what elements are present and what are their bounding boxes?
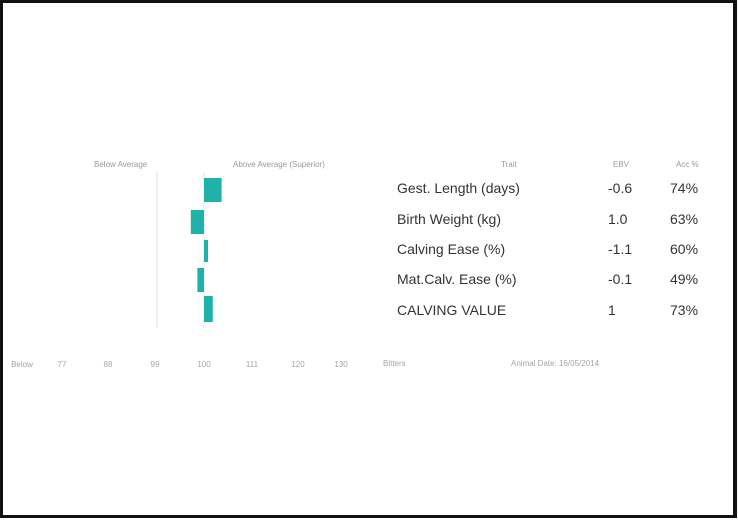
ebv-value: -0.1 [608,271,633,287]
x-tick-label: Below [11,360,33,369]
trait-label: Birth Weight (kg) [397,211,501,227]
acc-value: 60% [670,241,699,257]
trait-label: CALVING VALUE [397,302,507,318]
column-header-ebv: EBV [613,160,630,169]
bar-calving-value [204,296,213,322]
x-tick-label: 120 [291,360,305,369]
x-tick-label: 111 [246,360,259,369]
trait-label: Mat.Calv. Ease (%) [397,271,517,287]
bar-mat-calv-ease [197,268,204,292]
ebv-value: 1 [608,302,616,318]
ebv-value: -1.1 [608,241,633,257]
bar-calving-ease [204,240,208,262]
column-header-acc: Acc % [676,160,699,169]
footer-left-label: Bitters [383,359,406,368]
x-tick-label: 88 [104,360,113,369]
ebv-value: 1.0 [608,211,628,227]
acc-value: 73% [670,302,699,318]
ebv-value: -0.6 [608,180,633,196]
acc-value: 49% [670,271,699,287]
bar-gest-length-days [204,178,222,202]
footer-animal-date: Animal Date: 16/05/2014 [511,359,600,368]
acc-value: 63% [670,211,699,227]
x-tick-label: 100 [197,360,211,369]
x-tick-label: 99 [151,360,160,369]
acc-value: 74% [670,180,699,196]
bar-birth-weight-kg [190,210,204,234]
trait-label: Gest. Length (days) [397,180,520,196]
legend-above-average: Above Average (Superior) [233,160,325,169]
x-tick-label: 130 [334,360,348,369]
x-tick-label: 77 [58,360,67,369]
trait-label: Calving Ease (%) [397,241,506,257]
column-header-trait: Trait [501,160,517,169]
legend-below-average: Below Average [94,160,148,169]
